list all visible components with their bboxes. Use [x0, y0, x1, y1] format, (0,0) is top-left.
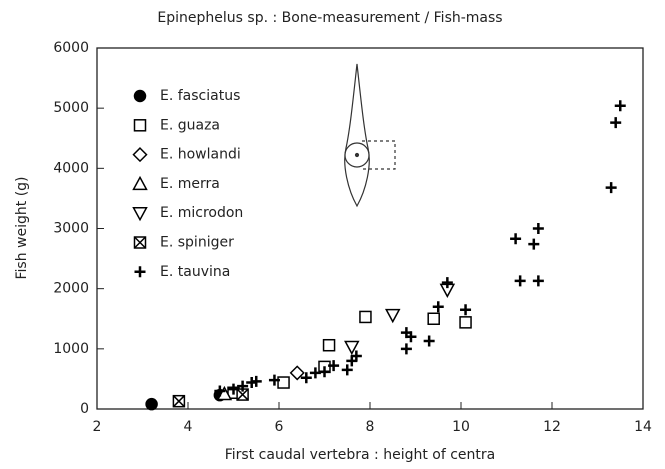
legend-label: E. fasciatus: [160, 88, 240, 104]
marker: [433, 301, 444, 312]
marker: [460, 304, 471, 315]
marker: [146, 399, 157, 410]
y-tick-label: 4000: [53, 160, 89, 176]
x-tick-label: 6: [275, 419, 284, 435]
marker-part: [606, 182, 617, 193]
marker: [173, 396, 184, 407]
marker: [515, 275, 526, 286]
marker: [606, 182, 617, 193]
marker: [360, 311, 371, 322]
marker: [533, 275, 544, 286]
legend-marker: [134, 208, 147, 220]
legend-marker: [135, 266, 146, 277]
marker: [533, 223, 544, 234]
marker-part: [515, 275, 526, 286]
x-axis-label: First caudal vertebra : height of centra: [225, 447, 496, 463]
marker: [324, 340, 335, 351]
y-tick-label: 5000: [53, 100, 89, 116]
chart: Epinephelus sp. : Bone-measurement / Fis…: [0, 0, 665, 469]
marker-part: [360, 311, 371, 322]
marker-part: [135, 91, 146, 102]
marker-part: [528, 239, 539, 250]
marker-part: [134, 177, 147, 189]
legend-label: E. howlandi: [160, 147, 241, 163]
marker: [528, 239, 539, 250]
marker-part: [135, 266, 146, 277]
marker-part: [324, 340, 335, 351]
marker-part: [610, 117, 621, 128]
marker: [610, 117, 621, 128]
marker: [428, 313, 439, 324]
marker: [386, 310, 399, 322]
marker-part: [424, 336, 435, 347]
marker-part: [433, 301, 444, 312]
marker: [278, 377, 289, 388]
marker: [424, 336, 435, 347]
x-tick-label: 2: [93, 419, 102, 435]
marker: [401, 343, 412, 354]
y-tick-label: 6000: [53, 40, 89, 56]
legend-marker: [134, 177, 147, 189]
marker-part: [146, 399, 157, 410]
legend-marker: [134, 148, 147, 161]
marker-part: [134, 208, 147, 220]
legend-label: E. microdon: [160, 205, 243, 221]
y-tick-label: 1000: [53, 341, 89, 357]
y-tick-label: 2000: [53, 281, 89, 297]
legend-label: E. spiniger: [160, 235, 234, 251]
marker: [510, 233, 521, 244]
marker-part: [134, 148, 147, 161]
x-tick-label: 14: [634, 419, 652, 435]
x-tick-label: 4: [184, 419, 193, 435]
x-tick-label: 12: [543, 419, 561, 435]
marker-part: [460, 317, 471, 328]
marker-part: [386, 310, 399, 322]
x-tick-label: 10: [452, 419, 470, 435]
y-tick-label: 3000: [53, 221, 89, 237]
marker-part: [278, 377, 289, 388]
y-axis-label: Fish weight (g): [14, 176, 30, 279]
legend-label: E. tauvina: [160, 264, 230, 280]
legend-marker: [135, 91, 146, 102]
marker: [615, 100, 626, 111]
legend-marker: [135, 237, 146, 248]
marker: [460, 317, 471, 328]
y-tick-label: 0: [80, 401, 89, 417]
chart-title: Epinephelus sp. : Bone-measurement / Fis…: [157, 10, 502, 26]
x-tick-label: 8: [366, 419, 375, 435]
fish-diagram: [345, 64, 395, 206]
legend-label: E. guaza: [160, 117, 220, 133]
marker-part: [615, 100, 626, 111]
marker-part: [533, 223, 544, 234]
legend-label: E. merra: [160, 176, 220, 192]
marker-part: [428, 313, 439, 324]
marker-part: [510, 233, 521, 244]
marker-part: [460, 304, 471, 315]
marker-part: [533, 275, 544, 286]
legend-marker: [135, 120, 146, 131]
marker-part: [401, 343, 412, 354]
marker-part: [135, 120, 146, 131]
